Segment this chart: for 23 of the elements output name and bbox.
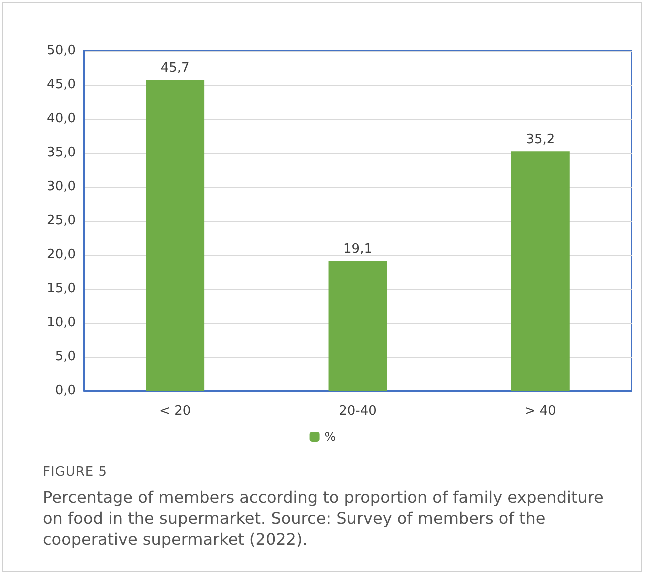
- x-tick-label: 20-40: [339, 404, 377, 419]
- y-tick-label: 5,0: [55, 350, 76, 364]
- y-tick-label: 35,0: [47, 146, 76, 160]
- y-tick-label: 0,0: [55, 384, 76, 398]
- y-tick-label: 15,0: [47, 282, 76, 296]
- y-tick-label: 45,0: [47, 78, 76, 92]
- y-tick-label: 25,0: [47, 214, 76, 228]
- data-label: 45,7: [160, 61, 190, 76]
- y-tick-label: 30,0: [47, 180, 76, 194]
- bar: [328, 261, 388, 391]
- y-tick-label: 40,0: [47, 112, 76, 126]
- legend-label: %: [324, 430, 336, 444]
- y-tick-label: 20,0: [47, 248, 76, 262]
- y-tick-label: 50,0: [47, 44, 76, 58]
- text: Percentage of members according to proportion of family expenditure on food in the supermarket. Source: Survey of members of the cooperative supermarket (2022).: [43, 487, 605, 550]
- bar: [511, 152, 570, 391]
- data-label: 19,1: [344, 242, 372, 258]
- x-tick-label: > 40: [524, 404, 556, 419]
- y-tick-label: 10,0: [47, 316, 76, 330]
- data-label: 35,2: [526, 132, 556, 148]
- bar: [146, 80, 205, 391]
- x-tick-label: < 20: [160, 404, 192, 419]
- caption: FIGURE 5: [43, 465, 108, 480]
